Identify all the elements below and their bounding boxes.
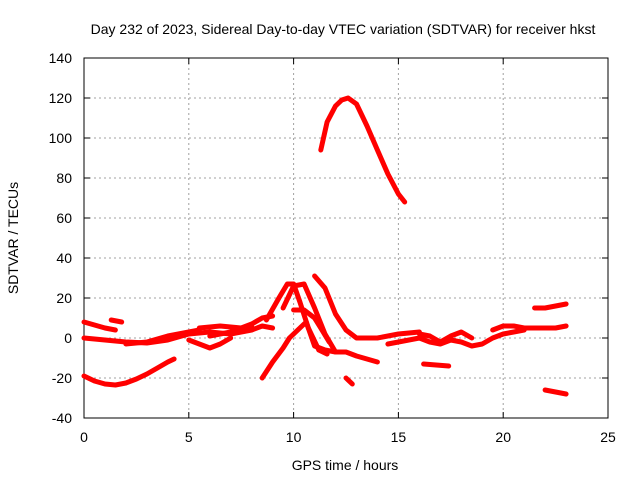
y-tick-label: -20 <box>52 370 72 386</box>
series-track-12 <box>291 307 332 345</box>
series-track-13 <box>312 273 422 341</box>
y-tick-label: 120 <box>49 90 73 106</box>
y-tick-label: -40 <box>52 410 72 426</box>
x-tick-label: 0 <box>80 429 88 445</box>
series-track-5 <box>123 327 202 347</box>
y-tick-label: 0 <box>64 330 72 346</box>
series-track-4 <box>108 317 125 325</box>
y-tick-label: 20 <box>56 290 72 306</box>
series-track-10 <box>263 281 330 357</box>
x-tick-label: 20 <box>495 429 511 445</box>
series-track-14 <box>318 95 408 205</box>
series-track-8 <box>207 323 255 339</box>
x-tick-label: 10 <box>286 429 302 445</box>
y-tick-label: 40 <box>56 250 72 266</box>
series-track-20 <box>532 301 569 311</box>
x-tick-label: 5 <box>185 429 193 445</box>
series-group <box>81 95 569 397</box>
y-axis-label: SDTVAR / TECUs <box>5 182 21 294</box>
plot-area-frame <box>83 57 609 419</box>
x-axis-label: GPS time / hours <box>292 457 399 473</box>
y-tick-label: 100 <box>49 130 73 146</box>
chart-title: Day 232 of 2023, Sidereal Day-to-day VTE… <box>91 21 596 37</box>
y-tick-label: 140 <box>49 50 73 66</box>
series-track-3 <box>81 319 118 333</box>
y-tick-label: 60 <box>56 210 72 226</box>
series-track-18 <box>421 361 452 369</box>
series-track-21 <box>542 387 569 397</box>
series-track-16 <box>385 327 527 349</box>
x-tick-label: 15 <box>391 429 407 445</box>
series-track-19 <box>490 323 569 333</box>
series-track-1 <box>81 356 177 388</box>
series-track-6 <box>186 335 234 351</box>
axis-ticks: 0 5 10 15 20 25 -40 -20 0 20 40 60 80 100 120 140 <box>49 50 616 445</box>
series-track-15 <box>343 375 355 387</box>
x-tick-label: 25 <box>600 429 616 445</box>
series-track-17 <box>416 329 475 345</box>
y-tick-label: 80 <box>56 170 72 186</box>
